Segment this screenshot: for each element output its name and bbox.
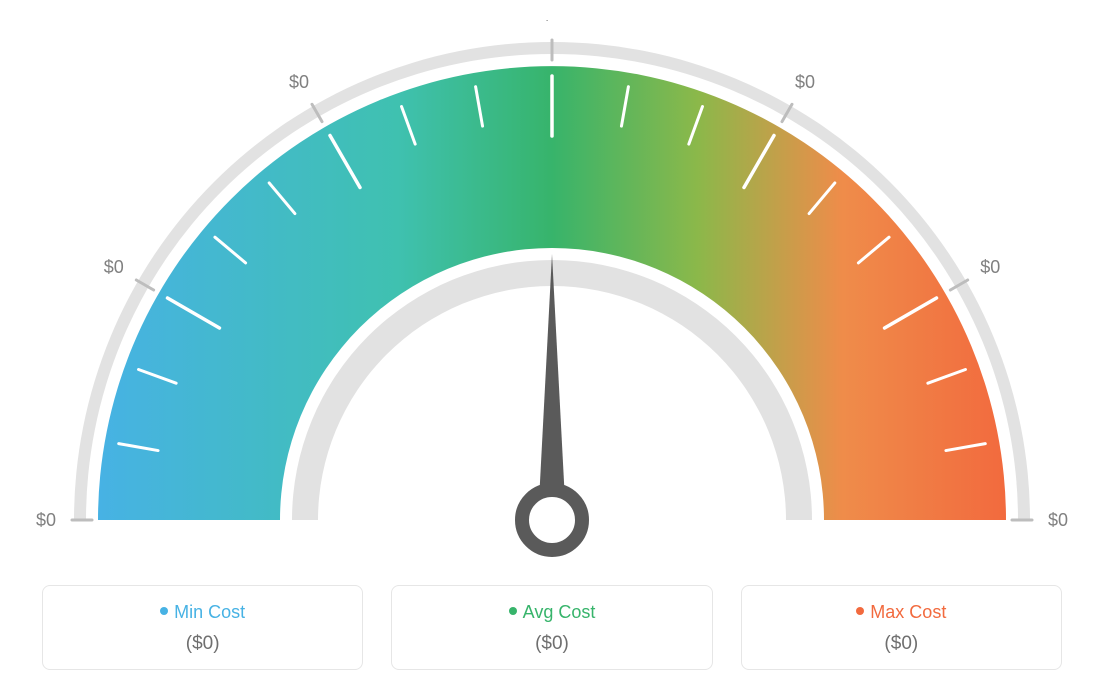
legend-card-avg: Avg Cost ($0): [391, 585, 712, 670]
svg-text:$0: $0: [289, 72, 309, 92]
svg-text:$0: $0: [795, 72, 815, 92]
legend-card-min: Min Cost ($0): [42, 585, 363, 670]
bullet-icon: [856, 607, 864, 615]
legend-value-min: ($0): [53, 633, 352, 655]
gauge-svg: $0 $0 $0 $0 $0 $0 $0: [32, 20, 1072, 580]
legend-label-max: Max Cost: [752, 602, 1051, 623]
svg-text:$0: $0: [542, 20, 562, 24]
legend-row: Min Cost ($0) Avg Cost ($0) Max Cost ($0…: [0, 585, 1104, 670]
svg-text:$0: $0: [1048, 510, 1068, 530]
legend-card-max: Max Cost ($0): [741, 585, 1062, 670]
bullet-icon: [160, 607, 168, 615]
legend-label-min: Min Cost: [53, 602, 352, 623]
gauge-chart-container: $0 $0 $0 $0 $0 $0 $0 Min Cost ($0) Avg Cost ($…: [0, 0, 1104, 690]
legend-label-text: Avg Cost: [523, 602, 596, 622]
gauge-area: $0 $0 $0 $0 $0 $0 $0: [0, 0, 1104, 560]
svg-text:$0: $0: [980, 257, 1000, 277]
legend-label-text: Min Cost: [174, 602, 245, 622]
legend-value-max: ($0): [752, 633, 1051, 655]
legend-label-avg: Avg Cost: [402, 602, 701, 623]
legend-value-avg: ($0): [402, 633, 701, 655]
svg-text:$0: $0: [36, 510, 56, 530]
svg-text:$0: $0: [104, 257, 124, 277]
legend-label-text: Max Cost: [870, 602, 946, 622]
bullet-icon: [509, 607, 517, 615]
